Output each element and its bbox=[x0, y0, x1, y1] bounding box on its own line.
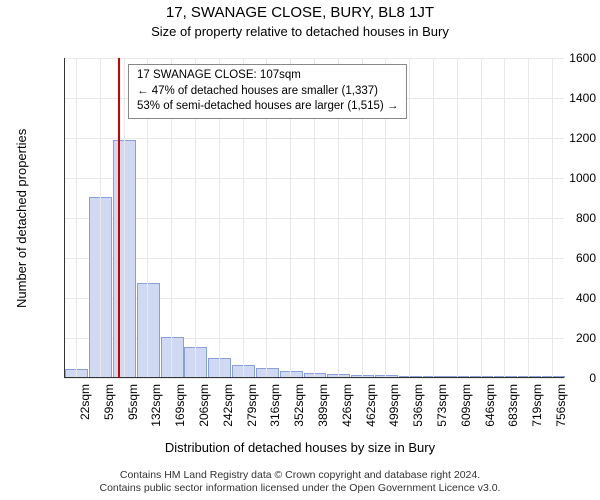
grid-line bbox=[481, 58, 482, 378]
info-box-line2: ← 47% of detached houses are smaller (1,… bbox=[137, 84, 398, 100]
footer: Contains HM Land Registry data © Crown c… bbox=[0, 469, 600, 496]
grid-line bbox=[433, 58, 434, 378]
y-tick-label: 1600 bbox=[540, 51, 596, 65]
info-box: 17 SWANAGE CLOSE: 107sqm ← 47% of detach… bbox=[128, 64, 407, 119]
info-box-line1: 17 SWANAGE CLOSE: 107sqm bbox=[137, 68, 398, 84]
grid-line bbox=[528, 58, 529, 378]
x-axis bbox=[64, 377, 564, 378]
footer-line1: Contains HM Land Registry data © Crown c… bbox=[0, 469, 600, 483]
y-axis bbox=[64, 58, 65, 378]
title-main: 17, SWANAGE CLOSE, BURY, BL8 1JT bbox=[0, 4, 600, 21]
y-tick-label: 400 bbox=[540, 291, 596, 305]
grid-line bbox=[64, 378, 564, 379]
x-axis-label: Distribution of detached houses by size … bbox=[0, 440, 600, 455]
y-tick-label: 1400 bbox=[540, 91, 596, 105]
info-box-line3: 53% of semi-detached houses are larger (… bbox=[137, 99, 398, 115]
y-tick-label: 200 bbox=[540, 331, 596, 345]
footer-line2: Contains public sector information licen… bbox=[0, 482, 600, 496]
y-tick-label: 600 bbox=[540, 251, 596, 265]
grid-line bbox=[457, 58, 458, 378]
y-tick-label: 800 bbox=[540, 211, 596, 225]
grid-line bbox=[504, 58, 505, 378]
y-tick-label: 1200 bbox=[540, 131, 596, 145]
marker-line bbox=[118, 58, 120, 378]
grid-line bbox=[100, 58, 101, 378]
y-axis-label: Number of detached properties bbox=[14, 129, 29, 308]
bar bbox=[113, 140, 136, 378]
grid-line bbox=[124, 58, 125, 378]
bar bbox=[184, 347, 207, 378]
bar bbox=[208, 358, 231, 378]
grid-line bbox=[409, 58, 410, 378]
bar bbox=[89, 197, 112, 378]
grid-line bbox=[76, 58, 77, 378]
x-tick-label: 756sqm bbox=[554, 384, 600, 434]
y-tick-label: 1000 bbox=[540, 171, 596, 185]
y-tick-label: 0 bbox=[540, 371, 596, 385]
title-sub: Size of property relative to detached ho… bbox=[0, 24, 600, 39]
